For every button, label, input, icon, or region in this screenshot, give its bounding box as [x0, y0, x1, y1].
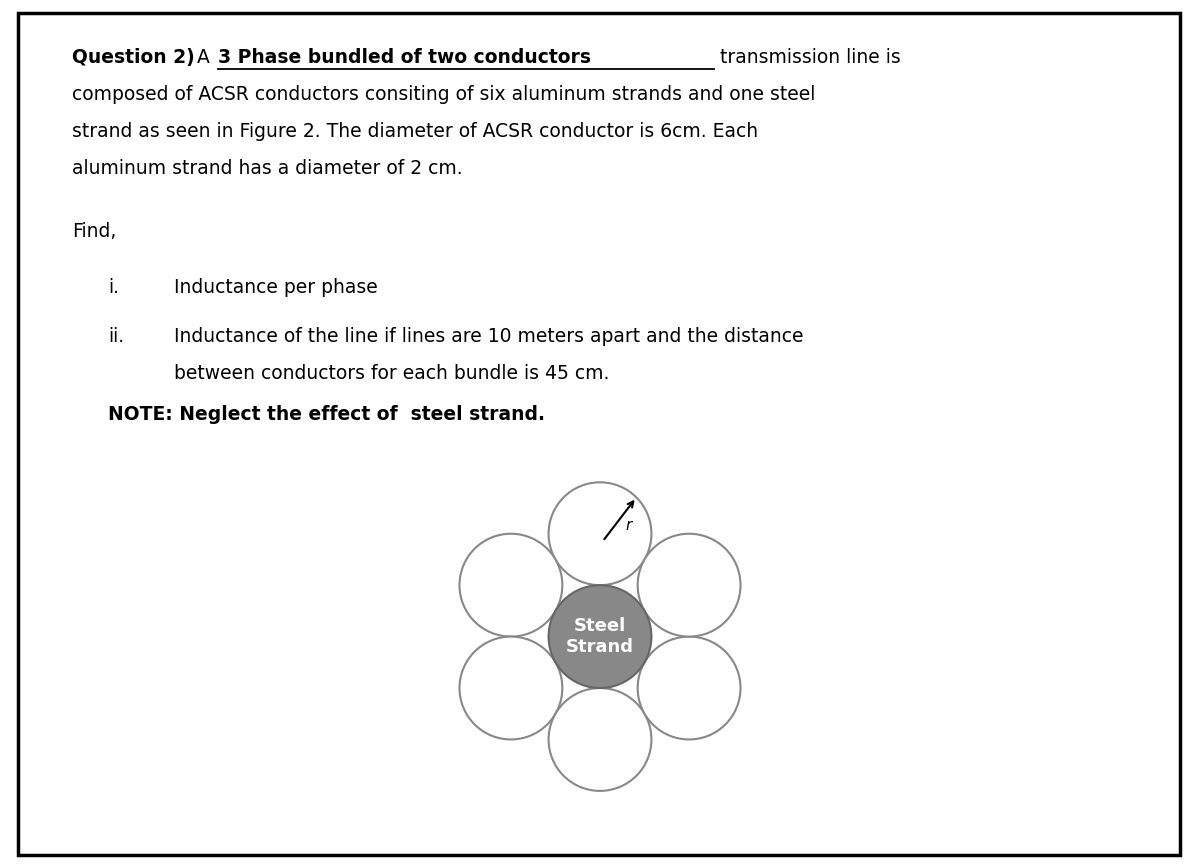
Text: 3 Phase bundled of two conductors: 3 Phase bundled of two conductors: [218, 48, 592, 67]
Text: Question 2): Question 2): [72, 48, 194, 67]
Text: strand as seen in Figure 2. The diameter of ACSR conductor is 6cm. Each: strand as seen in Figure 2. The diameter…: [72, 122, 758, 141]
Text: Steel
Strand: Steel Strand: [566, 618, 634, 656]
Circle shape: [548, 483, 652, 585]
Text: NOTE: Neglect the effect of  steel strand.: NOTE: Neglect the effect of steel strand…: [108, 405, 545, 424]
Text: aluminum strand has a diameter of 2 cm.: aluminum strand has a diameter of 2 cm.: [72, 159, 463, 178]
Text: ii.: ii.: [108, 326, 124, 345]
Circle shape: [548, 688, 652, 791]
Text: transmission line is: transmission line is: [714, 48, 901, 67]
Circle shape: [460, 637, 563, 740]
Text: between conductors for each bundle is 45 cm.: between conductors for each bundle is 45…: [174, 364, 610, 382]
Text: r: r: [625, 518, 632, 533]
Text: composed of ACSR conductors consiting of six aluminum strands and one steel: composed of ACSR conductors consiting of…: [72, 85, 815, 104]
Text: i.: i.: [108, 279, 119, 298]
Circle shape: [637, 637, 740, 740]
Circle shape: [548, 585, 652, 688]
Text: Inductance of the line if lines are 10 meters apart and the distance: Inductance of the line if lines are 10 m…: [174, 326, 804, 345]
Circle shape: [637, 534, 740, 637]
Circle shape: [460, 534, 563, 637]
Text: Inductance per phase: Inductance per phase: [174, 279, 378, 298]
Text: A: A: [197, 48, 216, 67]
Text: Find,: Find,: [72, 222, 116, 241]
